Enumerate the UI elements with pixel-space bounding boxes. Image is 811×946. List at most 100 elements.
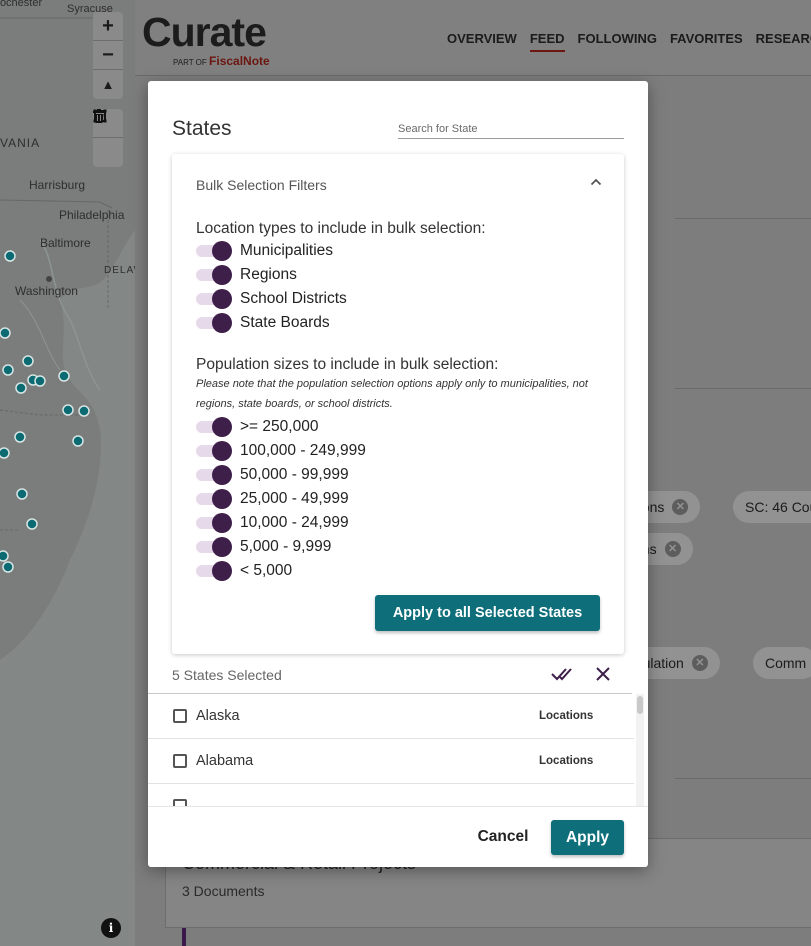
toggle-switch[interactable]	[196, 535, 232, 559]
toggle-label: 100,000 - 249,999	[240, 442, 366, 459]
state-checkbox[interactable]	[173, 799, 187, 806]
state-checkbox[interactable]	[173, 709, 187, 723]
toggle-pop-5k-10k[interactable]: 5,000 - 9,999	[196, 535, 331, 559]
cancel-button[interactable]: Cancel	[466, 823, 540, 851]
toggle-switch[interactable]	[196, 559, 232, 583]
filter-chip[interactable]: SC: 46 Cou	[733, 491, 811, 523]
filter-chip[interactable]: Comm	[753, 647, 811, 679]
toggle-switch[interactable]	[196, 415, 232, 439]
map-label-vania: VANIA	[0, 136, 41, 150]
toggle-switch[interactable]	[196, 439, 232, 463]
toggle-state-boards[interactable]: State Boards	[196, 311, 330, 335]
top-navbar: Curate PART OF FiscalNote OVERVIEW FEED …	[135, 0, 811, 76]
compass-button[interactable]: ▲	[93, 70, 123, 99]
toggle-label: 50,000 - 99,999	[240, 466, 349, 483]
toggle-label: State Boards	[240, 314, 330, 331]
toggle-switch[interactable]	[196, 239, 232, 263]
toggle-switch[interactable]	[196, 311, 232, 335]
clear-selection-close-icon[interactable]	[596, 667, 610, 681]
map-label-philadelphia: Philadelphia	[59, 208, 125, 222]
toggle-pop-25k-50k[interactable]: 25,000 - 49,999	[196, 487, 349, 511]
list-item[interactable]: Alabama Locations	[148, 739, 634, 784]
toggle-pop-50k-100k[interactable]: 50,000 - 99,999	[196, 463, 349, 487]
toggle-label: 5,000 - 9,999	[240, 538, 332, 555]
bulk-selection-panel: Bulk Selection Filters Location types to…	[172, 154, 624, 654]
apply-to-all-selected-states-button[interactable]: Apply to all Selected States	[375, 595, 600, 631]
nav-favorites[interactable]: FAVORITES	[669, 31, 743, 46]
divider	[675, 218, 811, 219]
location-types-label: Location types to include in bulk select…	[196, 220, 486, 237]
toggle-pop-10k-25k[interactable]: 10,000 - 24,999	[196, 511, 349, 535]
states-modal: States Bulk Selection Filters Location t…	[148, 81, 648, 867]
toggle-switch[interactable]	[196, 511, 232, 535]
toggle-switch[interactable]	[196, 463, 232, 487]
toggle-pop-under-5k[interactable]: < 5,000	[196, 559, 292, 583]
state-name: Alabama	[196, 753, 254, 769]
apply-button[interactable]: Apply	[551, 820, 624, 855]
toggle-switch[interactable]	[196, 487, 232, 511]
zoom-in-button[interactable]: +	[93, 12, 123, 41]
locations-link[interactable]: Locations	[539, 755, 594, 767]
toggle-label: >= 250,000	[240, 418, 319, 435]
trash-button[interactable]	[93, 109, 123, 167]
map-label-washington: Washington	[15, 284, 78, 298]
bulk-selection-heading[interactable]: Bulk Selection Filters	[196, 177, 327, 193]
chip-remove-icon[interactable]: ✕	[691, 655, 708, 671]
logo-part-of: PART OF	[173, 58, 207, 67]
chip-label: Comm	[765, 655, 807, 671]
nav-feed[interactable]: FEED	[529, 31, 565, 52]
nav-following[interactable]: FOLLOWING	[577, 31, 657, 46]
toggle-label: < 5,000	[240, 562, 293, 579]
accent-bar	[182, 928, 186, 946]
chip-remove-icon[interactable]: ✕	[664, 541, 681, 557]
nav-research[interactable]: RESEARCH	[755, 31, 811, 46]
map-draw-controls	[93, 109, 123, 167]
state-checkbox[interactable]	[173, 754, 187, 768]
info-icon: i	[108, 921, 114, 935]
list-item[interactable]: Alaska Locations	[148, 694, 634, 739]
modal-title: States	[172, 117, 232, 140]
toggle-municipalities[interactable]: Municipalities	[196, 239, 333, 263]
nav-overview[interactable]: OVERVIEW	[447, 31, 517, 46]
state-list[interactable]: Alaska Locations Alabama Locations	[148, 694, 648, 806]
toggle-regions[interactable]: Regions	[196, 263, 297, 287]
scrollbar-thumb[interactable]	[637, 696, 643, 714]
map-canvas[interactable]	[0, 0, 135, 946]
toggle-switch[interactable]	[196, 263, 232, 287]
select-all-double-check-icon[interactable]	[551, 665, 577, 683]
toggle-label: School Districts	[240, 290, 347, 307]
chevron-up-icon[interactable]	[590, 176, 602, 188]
toggle-pop-100k-250k[interactable]: 100,000 - 249,999	[196, 439, 366, 463]
map-label-baltimore: Baltimore	[40, 236, 91, 250]
map-info-button[interactable]: i	[101, 918, 121, 938]
toggle-switch[interactable]	[196, 287, 232, 311]
divider	[148, 806, 648, 807]
population-note: Please note that the population selectio…	[196, 378, 588, 410]
zoom-out-button[interactable]: −	[93, 41, 123, 70]
map-panel[interactable]: Rochester Syracuse VANIA Harrisburg Phil…	[0, 0, 135, 946]
map-label-harrisburg: Harrisburg	[29, 178, 86, 192]
divider	[675, 388, 811, 389]
list-item[interactable]	[148, 784, 634, 806]
curate-logo[interactable]: Curate PART OF FiscalNote	[142, 8, 270, 68]
toggle-label: 25,000 - 49,999	[240, 490, 349, 507]
divider	[675, 778, 811, 779]
toggle-school-districts[interactable]: School Districts	[196, 287, 347, 311]
locations-link[interactable]: Locations	[539, 710, 594, 722]
card-doc-count: 3 Documents	[182, 883, 265, 899]
chip-label: SC: 46 Cou	[745, 499, 811, 515]
state-list-scrollbar[interactable]	[636, 694, 644, 806]
logo-tagline: PART OF FiscalNote	[173, 54, 270, 68]
trash-icon	[93, 109, 105, 123]
state-name: Alaska	[196, 708, 240, 724]
chip-remove-icon[interactable]: ✕	[672, 499, 689, 515]
toggle-label: Municipalities	[240, 242, 334, 259]
state-search-input[interactable]	[398, 119, 624, 139]
compass-icon: ▲	[101, 77, 115, 92]
main-nav: OVERVIEW FEED FOLLOWING FAVORITES RESEAR…	[447, 31, 811, 52]
toggle-pop-250k-plus[interactable]: >= 250,000	[196, 415, 318, 439]
toggle-label: Regions	[240, 266, 297, 283]
population-sizes-label: Population sizes to include in bulk sele…	[196, 356, 499, 373]
states-selected-count: 5 States Selected	[172, 667, 282, 683]
